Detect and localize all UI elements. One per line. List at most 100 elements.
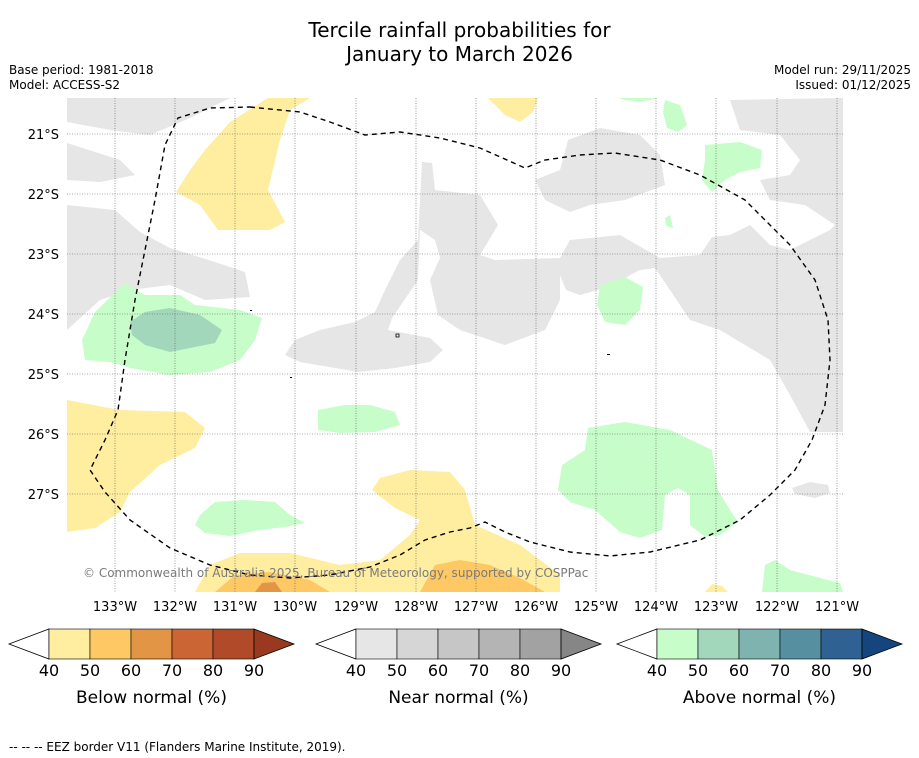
colorbar-below: 40 50 60 70 80 90 Below normal (%) <box>7 628 296 708</box>
colorbar-segment <box>820 628 863 660</box>
lon-label: 125°W <box>574 600 618 615</box>
colorbar-tick: 40 <box>39 661 59 680</box>
lon-label: 121°W <box>815 600 859 615</box>
lat-label: 24°S <box>28 308 59 323</box>
colorbar-under-triangle <box>615 628 658 660</box>
title-line-1: Tercile rainfall probabilities for <box>308 18 611 42</box>
colorbar-label: Near normal (%) <box>388 688 528 708</box>
colorbar-tick: 90 <box>852 661 872 680</box>
colorbar-above: 40 50 60 70 80 90 Above normal (%) <box>615 628 904 708</box>
colorbar-tick: 70 <box>469 661 489 680</box>
below-normal-region <box>255 582 282 592</box>
colorbar-over-triangle <box>560 628 603 660</box>
above-normal-region <box>318 405 400 433</box>
below-normal-region <box>488 98 538 122</box>
above-normal-region <box>618 98 658 102</box>
below-normal-region <box>67 400 205 532</box>
lon-label: 129°W <box>334 600 378 615</box>
colorbar-segment <box>697 628 740 660</box>
colorbar-tick: 40 <box>346 661 366 680</box>
colorbar-under-triangle <box>314 628 357 660</box>
eez-border <box>89 106 831 579</box>
lon-label: 126°W <box>514 600 558 615</box>
colorbar-tick: 80 <box>510 661 530 680</box>
colorbar-tick: 80 <box>811 661 831 680</box>
lon-label: 133°W <box>93 600 137 615</box>
lat-label: 26°S <box>28 428 59 443</box>
colorbar-segment <box>396 628 439 660</box>
eez-marker-glyph <box>395 333 400 338</box>
colorbar-tick: 50 <box>387 661 407 680</box>
lon-label: 128°W <box>394 600 438 615</box>
colorbar-segment <box>355 628 398 660</box>
lat-label: 25°S <box>28 368 59 383</box>
near-normal-region <box>67 205 250 330</box>
above-normal-region <box>762 560 843 592</box>
colorbar-tick: 60 <box>428 661 448 680</box>
colorbar-tick: 50 <box>80 661 100 680</box>
colorbar-segment <box>212 628 255 660</box>
above-normal-region <box>195 500 305 536</box>
colorbar-over-triangle <box>253 628 296 660</box>
colorbar-tick: 40 <box>647 661 667 680</box>
graticule <box>67 98 843 592</box>
above-normal-region <box>665 215 673 228</box>
colorbar-segment <box>738 628 781 660</box>
near-normal-region <box>67 98 230 135</box>
colorbar-segment <box>130 628 173 660</box>
colorbar-segment <box>478 628 521 660</box>
below-normal-region <box>176 98 310 230</box>
colorbar-tick: 90 <box>551 661 571 680</box>
colorbar-label: Below normal (%) <box>76 688 227 708</box>
colorbar-segment <box>779 628 822 660</box>
meta-right: Model run: 29/11/2025 Issued: 01/12/2025 <box>774 63 911 93</box>
model-run: Model run: 29/11/2025 <box>773 63 911 77</box>
latitude-labels: 21°S 22°S 23°S 24°S 25°S 26°S 27°S <box>28 128 59 503</box>
colorbar-segment <box>48 628 91 660</box>
issued-date: Issued: 01/12/2025 <box>795 78 911 92</box>
above-normal-region <box>130 308 222 352</box>
below-normal-region <box>215 572 330 592</box>
lon-label: 122°W <box>755 600 799 615</box>
colorbar-segment <box>656 628 699 660</box>
near-normal-region <box>67 143 135 182</box>
lon-label: 130°W <box>273 600 317 615</box>
colorbar-near: 40 50 60 70 80 90 Near normal (%) <box>314 628 603 708</box>
colorbar-tick: 90 <box>244 661 264 680</box>
field-speck <box>607 354 610 355</box>
field-speck <box>250 310 252 311</box>
copyright-notice: © Commonwealth of Australia 2025, Bureau… <box>83 566 588 580</box>
colorbar-segment <box>89 628 132 660</box>
near-normal-region <box>285 98 843 432</box>
colorbar-tick: 70 <box>770 661 790 680</box>
near-normal-region <box>792 482 830 498</box>
colorbar-label: Above normal (%) <box>683 688 836 708</box>
base-period: Base period: 1981-2018 <box>9 63 154 77</box>
above-normal-region <box>702 142 762 192</box>
colorbar-segment <box>437 628 480 660</box>
below-normal-region <box>420 560 545 592</box>
longitude-labels: 133°W 132°W 131°W 130°W 129°W 128°W 127°W 126°W… <box>93 600 859 615</box>
lat-label: 27°S <box>28 488 59 503</box>
lat-label: 23°S <box>28 248 59 263</box>
lon-label: 123°W <box>694 600 738 615</box>
colorbar-over-triangle <box>861 628 904 660</box>
lon-label: 124°W <box>634 600 678 615</box>
colorbar-tick: 60 <box>121 661 141 680</box>
colorbar-tick: 70 <box>162 661 182 680</box>
colorbar-segment <box>519 628 562 660</box>
probability-fields <box>67 98 843 592</box>
colorbars: 40 50 60 70 80 90 Below normal (%) 40 50 60 70 80 90… <box>7 628 904 708</box>
colorbar-tick: 50 <box>688 661 708 680</box>
meta-left: Base period: 1981-2018 Model: ACCESS-S2 <box>9 63 154 93</box>
below-normal-region <box>705 584 728 592</box>
lon-label: 132°W <box>153 600 197 615</box>
title-line-2: January to March 2026 <box>346 42 573 66</box>
above-normal-region <box>597 277 643 325</box>
above-normal-region <box>663 100 687 132</box>
lon-label: 127°W <box>454 600 498 615</box>
near-normal-region <box>535 128 665 212</box>
field-speck <box>290 377 292 378</box>
eez-footnote: -- -- -- EEZ border V11 (Flanders Marine… <box>9 740 346 754</box>
